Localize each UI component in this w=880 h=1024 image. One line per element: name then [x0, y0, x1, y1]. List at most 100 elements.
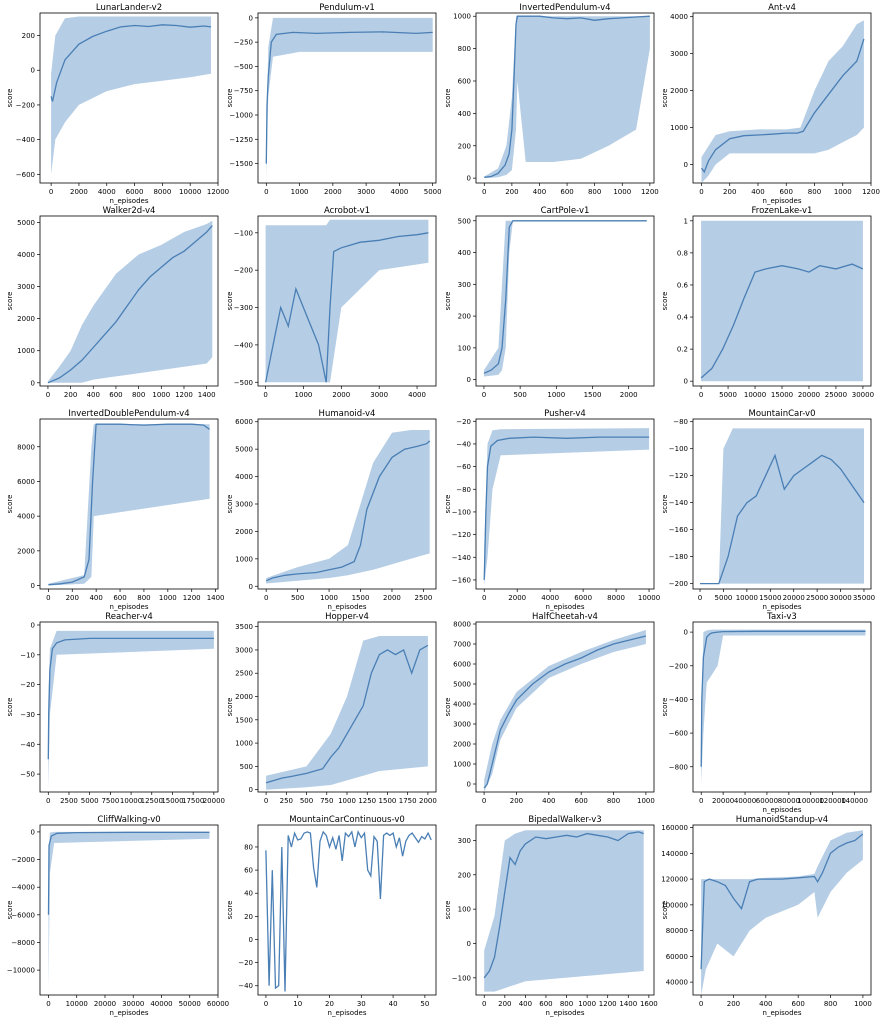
y-tick-label: −20 [238, 959, 253, 967]
x-tick-label: 0 [46, 797, 50, 805]
y-tick-label: 0 [249, 583, 253, 591]
x-tick-label: 17500 [182, 797, 204, 805]
x-tick-label: 10 [293, 1000, 302, 1008]
x-tick-label: 1400 [207, 594, 225, 602]
plot-area [700, 629, 866, 784]
y-tick-label: 200 [458, 871, 471, 879]
plot-area [700, 20, 865, 183]
y-tick-label: −1500 [229, 160, 253, 168]
y-tick-label: 0 [467, 376, 471, 384]
variance-band [484, 220, 647, 377]
x-tick-label: 0 [264, 594, 268, 602]
y-axis-label: score [444, 901, 452, 920]
x-tick-label: 20 [325, 1000, 334, 1008]
x-tick-label: 60000 [756, 797, 778, 805]
axes-frame [257, 12, 437, 184]
plot-area [700, 220, 864, 382]
x-tick-label: 1000 [295, 391, 313, 399]
y-tick-label: −250 [234, 39, 253, 47]
subplot-9: 0 500 1000 1500 2000 2500 0 1000 2000 3000 4000 500… [226, 409, 437, 611]
plot-area [47, 220, 213, 384]
x-tick-label: 600 [791, 1000, 804, 1008]
x-tick-label: 2500 [415, 594, 433, 602]
x-tick-label: 5000 [715, 594, 733, 602]
y-tick-label: 0 [467, 781, 471, 789]
x-tick-label: 1600 [640, 1000, 658, 1008]
y-tick-label: 1000 [17, 347, 35, 355]
axes-frame [475, 824, 655, 996]
x-tick-label: 4000 [541, 594, 559, 602]
mean-score-line [265, 440, 431, 582]
plot-area [265, 17, 433, 179]
x-tick-label: 8000 [607, 594, 625, 602]
x-tick-label: 400 [542, 797, 555, 805]
x-tick-label: 1200 [183, 594, 201, 602]
x-tick-label: 1200 [862, 188, 880, 196]
x-tick-label: 400 [759, 1000, 772, 1008]
variance-band [48, 831, 210, 991]
y-tick-label: −1250 [229, 136, 253, 144]
x-tick-label: 40 [389, 1000, 398, 1008]
subplot-title: Hopper-v4 [325, 612, 369, 622]
y-tick-label: 100 [458, 906, 471, 914]
x-tick-label: 10000 [638, 594, 660, 602]
x-tick-label: 1000 [834, 188, 852, 196]
y-tick-label: 0 [684, 378, 688, 386]
x-tick-label: 2000 [419, 797, 437, 805]
subplot-title: HalfCheetah-v4 [532, 612, 598, 622]
plot-area [47, 831, 210, 991]
y-tick-label: 0 [31, 379, 35, 387]
subplot-title: HumanoidStandup-v4 [736, 815, 828, 825]
y-axis-label: score [226, 495, 234, 514]
y-tick-label: 3000 [17, 283, 35, 291]
x-axis-label: n_episodes [763, 806, 802, 814]
x-tick-label: 200 [64, 391, 77, 399]
mean-score-line [264, 232, 429, 383]
x-tick-label: 3000 [357, 188, 375, 196]
x-tick-label: 4000 [408, 391, 426, 399]
x-tick-label: 0 [698, 594, 702, 602]
x-tick-label: 800 [824, 1000, 837, 1008]
y-tick-label: 0.6 [677, 281, 689, 289]
y-tick-label: −100 [669, 445, 688, 453]
x-tick-label: 200 [510, 797, 523, 805]
y-tick-label: 4000 [453, 701, 471, 709]
plot-area [265, 830, 432, 992]
x-tick-label: 2000 [620, 391, 638, 399]
x-tick-label: 60000 [207, 1000, 229, 1008]
axes-frame [475, 621, 655, 793]
x-tick-label: 4000 [390, 188, 408, 196]
x-tick-label: 0 [482, 391, 486, 399]
x-tick-label: 140000 [841, 797, 868, 805]
y-axis-label: score [661, 698, 669, 717]
y-tick-label: 500 [458, 217, 471, 225]
y-tick-label: −300 [234, 304, 253, 312]
x-tick-label: 6000 [126, 188, 144, 196]
subplot-title: LunarLander-v2 [96, 3, 162, 13]
x-tick-label: 500 [300, 797, 313, 805]
x-tick-label: 400 [87, 391, 100, 399]
mean-score-line [48, 423, 210, 586]
y-tick-label: −80 [673, 418, 688, 426]
x-tick-label: 1500 [379, 797, 397, 805]
y-tick-label: −60 [456, 463, 471, 471]
y-tick-label: −750 [234, 87, 253, 95]
y-tick-label: −800 [669, 763, 688, 771]
plot-area [50, 16, 212, 175]
x-tick-label: 500 [513, 391, 526, 399]
y-tick-label: −20 [456, 418, 471, 426]
y-tick-label: 5000 [235, 446, 253, 454]
subplot-title: MountainCarContinuous-v0 [289, 815, 405, 825]
y-tick-label: −80 [456, 486, 471, 494]
x-tick-label: 40000 [734, 797, 756, 805]
y-tick-label: 80000 [666, 927, 688, 935]
y-tick-label: 100000 [661, 901, 688, 909]
x-tick-label: 400 [89, 594, 102, 602]
y-tick-label: −8000 [11, 939, 35, 947]
y-tick-label: 200 [458, 313, 471, 321]
x-tick-label: 400 [519, 1000, 532, 1008]
y-tick-label: 0 [249, 936, 253, 944]
mean-score-line [47, 637, 214, 760]
y-tick-label: 1000 [235, 740, 253, 748]
y-tick-label: 800 [458, 45, 471, 53]
